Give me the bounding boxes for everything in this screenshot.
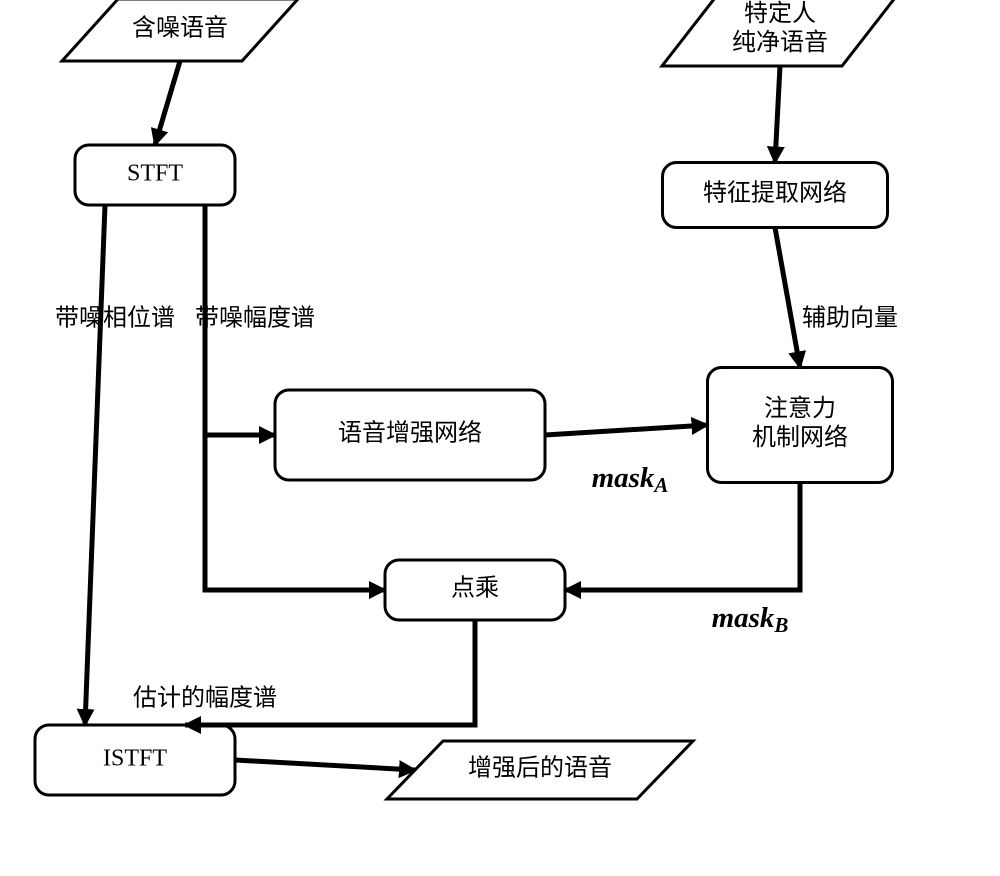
node-feat: 特征提取网络 xyxy=(663,163,888,228)
edge xyxy=(775,66,780,163)
edge xyxy=(565,483,800,591)
node-label: 机制网络 xyxy=(752,424,848,451)
node-label: 含噪语音 xyxy=(132,15,228,42)
node-label: 特定人 xyxy=(744,0,816,27)
edge-label-aux: 辅助向量 xyxy=(802,305,898,332)
node-label: 语音增强网络 xyxy=(338,420,482,447)
node-in_noisy: 含噪语音 xyxy=(62,0,298,61)
node-in_clean: 特定人纯净语音 xyxy=(662,0,898,66)
edge-label-mask_a: maskA xyxy=(592,462,669,497)
node-stft: STFT xyxy=(75,145,235,205)
edge xyxy=(85,205,105,725)
node-label: 特征提取网络 xyxy=(703,180,847,207)
edge-label-mask_b: maskB xyxy=(712,602,789,637)
edge-label-phase: 带噪相位谱 xyxy=(55,305,175,332)
node-label: 增强后的语音 xyxy=(468,755,612,782)
node-label: 点乘 xyxy=(451,575,499,602)
node-attn: 注意力机制网络 xyxy=(708,368,893,483)
node-label: ISTFT xyxy=(103,746,167,772)
node-label: 纯净语音 xyxy=(732,29,828,56)
edge-label-mag: 带噪幅度谱 xyxy=(195,305,315,332)
edge xyxy=(775,228,800,368)
edge-label-est_mag: 估计的幅度谱 xyxy=(133,685,277,712)
node-istft: ISTFT xyxy=(35,725,235,795)
node-enh: 语音增强网络 xyxy=(275,390,545,480)
node-label: 注意力 xyxy=(764,395,836,422)
node-label: STFT xyxy=(127,161,183,187)
edge xyxy=(155,61,180,145)
node-dot: 点乘 xyxy=(385,560,565,620)
edge xyxy=(235,760,415,770)
flowchart: 含噪语音 特定人纯净语音 STFT 特征提取网络语音增强网络 注意力机制网络点乘 ISTF… xyxy=(0,0,1000,871)
edge xyxy=(545,425,708,435)
node-out: 增强后的语音 xyxy=(387,741,693,799)
